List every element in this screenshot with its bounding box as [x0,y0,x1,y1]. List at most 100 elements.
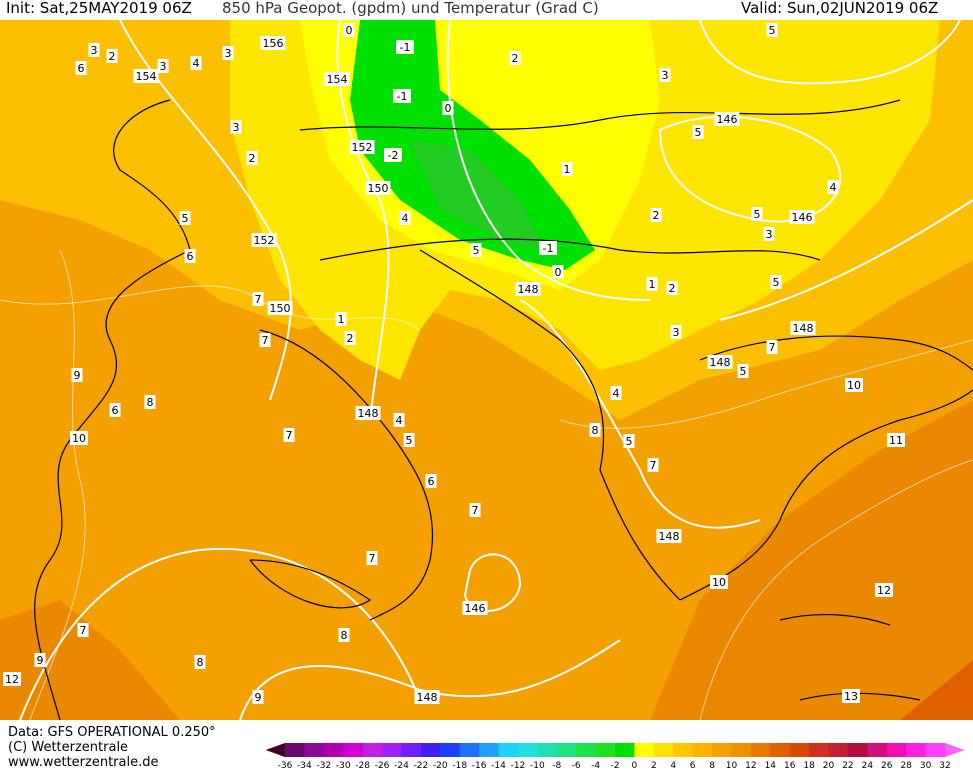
contour-label: 13 [842,689,860,703]
contour-label: 4 [393,413,405,427]
contour-label-text: 4 [193,57,200,70]
colorbar-swatch [712,743,732,757]
contour-label-text: 11 [889,434,903,447]
contour-label-text: 4 [830,181,837,194]
colorbar-tick-label: 14 [765,761,777,770]
contour-label-box [393,413,405,427]
colorbar-tick-label: -10 [530,761,545,770]
contour-label: 148 [414,690,440,704]
contour-label: 0 [552,265,564,279]
contour-label: 148 [355,406,381,420]
contour-label-box [623,434,635,448]
contour-label-text: 154 [327,73,348,86]
contour-label: 2 [509,51,521,65]
colorbar-swatch [382,743,402,757]
contour-label-box [875,583,893,597]
contour-label: 2 [106,49,118,63]
contour-label: 12 [3,672,21,686]
contour-label: 150 [365,181,391,195]
contour-label: 9 [252,690,264,704]
contour-label-text: 1 [338,313,345,326]
contour-label-text: 5 [406,434,413,447]
contour-label-text: 3 [225,47,232,60]
colorbar-tick-label: 30 [920,761,932,770]
contour-label-text: 150 [270,302,291,315]
colorbar-tick-label: 8 [709,761,715,770]
contour-label: 10 [710,575,728,589]
colorbar-swatch [576,743,597,757]
contour-label-box [659,68,671,82]
contour-label-box [650,208,662,222]
contour-label-box [710,575,728,589]
contour-label-box [355,406,381,420]
contour-label-text: 7 [286,429,293,442]
contour-label-text: 7 [255,293,262,306]
contour-label-box [335,312,347,326]
contour-label-box [766,340,778,354]
colorbar-swatch [285,743,305,757]
colorbar-tick-label: -28 [355,761,370,770]
colorbar-tick-label: -14 [491,761,506,770]
contour-label-text: 3 [662,69,669,82]
contour-label-text: 8 [341,629,348,642]
copyright: (C) Wetterzentrale [8,740,128,755]
contour-label: 146 [789,210,815,224]
contour-label: 10 [70,431,88,445]
contour-label: 0 [442,101,454,115]
contour-label-text: -2 [388,149,399,162]
contour-label: 5 [692,125,704,139]
contour-label-text: 10 [847,379,861,392]
contour-label-box [751,207,763,221]
contour-label: 3 [157,59,169,73]
contour-label-text: 2 [669,282,676,295]
contour-label: 10 [845,378,863,392]
contour-label-box [190,56,202,70]
contour-label-box [252,292,264,306]
contour-label: 156 [260,36,286,50]
colorbar-swatch [323,743,344,757]
colorbar-tick-label: -20 [433,761,448,770]
contour-label-box [845,378,863,392]
colorbar-swatch [789,743,810,757]
contour-label-box [251,233,277,247]
contour-label: 6 [184,249,196,263]
contour-label: 150 [267,301,293,315]
contour-label-text: 152 [254,234,275,247]
contour-label-text: 2 [347,332,354,345]
contour-label: 4 [190,56,202,70]
contour-label: 146 [714,112,740,126]
contour-label-box [469,503,481,517]
contour-label-text: 4 [613,387,620,400]
contour-label: 2 [650,208,662,222]
temperature-contours [0,249,973,721]
contour-label-text: 7 [769,341,776,354]
contour-label: 3 [659,68,671,82]
contour-label-box [707,355,733,369]
contour-label: 9 [34,653,46,667]
contour-label-box [589,423,601,437]
contour-label: 6 [75,61,87,75]
contour-label: 5 [766,23,778,37]
colorbar-swatch [498,743,519,757]
contour-label-box [338,628,350,642]
contour-label-text: 148 [659,530,680,543]
colorbar-swatch [479,743,500,757]
contour-label-box [647,458,659,472]
contour-label: 9 [71,368,83,382]
contour-label-text: 1 [649,278,656,291]
contour-label-text: 3 [766,228,773,241]
contour-label: 0 [343,23,355,37]
contour-label-box [384,148,402,162]
colorbar-tick-label: 22 [842,761,853,770]
contour-label: 2 [344,331,356,345]
colorbar-swatch [537,743,558,757]
contour-label-text: 3 [673,326,680,339]
contour-label-text: 5 [740,365,747,378]
contour-label-text: 152 [352,141,373,154]
colorbar-tick-label: 26 [881,761,893,770]
colorbar-tick-label: -24 [394,761,409,770]
contour-label: 148 [707,355,733,369]
contour-label-text: 154 [136,70,157,83]
contour-label-box [260,36,286,50]
